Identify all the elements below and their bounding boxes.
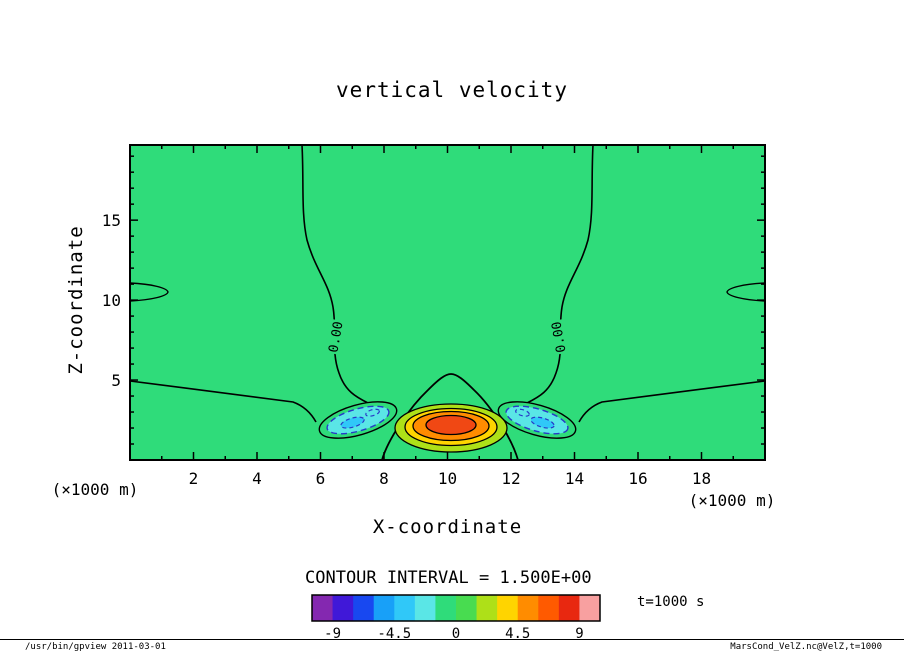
x-axis-title: X-coordinate	[372, 516, 523, 538]
colorbar-frame	[311, 594, 601, 622]
footer-divider	[0, 639, 904, 640]
colorbar-cell	[476, 595, 498, 621]
z-tick-label: 10	[102, 291, 121, 310]
colorbar-tick-label: -9	[324, 626, 341, 642]
colorbar: -9 -4.5 0 4.5 9	[311, 594, 601, 642]
x-tick-label: 18	[692, 469, 711, 488]
zero-contour-label-right-group: 0.00	[547, 318, 571, 356]
plot-area: 0.00 0.00	[129, 144, 766, 461]
colorbar-cell	[373, 595, 395, 621]
y-axis-title: Z-coordinate	[65, 225, 87, 375]
colorbar-cell	[558, 595, 580, 621]
x-tick-label: 6	[316, 469, 326, 488]
x-tick-label: 4	[252, 469, 262, 488]
footer-source-text: MarsCond_VelZ.nc@VelZ,t=1000	[730, 642, 882, 652]
colorbar-cell	[579, 595, 601, 621]
contour-label-mask	[324, 318, 348, 356]
colorbar-cell	[456, 595, 478, 621]
zero-contour-right-horizontal	[578, 380, 765, 423]
y-axis-unit-label: (×1000 m)	[51, 480, 139, 499]
axis-tick-labels: 2 4 6 8 10 12 14 16 18 5 10 15	[102, 211, 711, 488]
x-tick-label: 10	[438, 469, 457, 488]
colorbar-tick-label: 0	[452, 626, 460, 642]
footer-command-text: /usr/bin/gpview 2011-03-01	[25, 642, 166, 652]
colorbar-cell	[312, 595, 334, 621]
z-tick-label: 15	[102, 211, 121, 230]
edge-contour-right	[726, 282, 765, 302]
time-label: t=1000 s	[637, 594, 705, 610]
contour-interval-label: CONTOUR INTERVAL = 1.500E+00	[305, 568, 592, 588]
x-tick-label: 2	[189, 469, 199, 488]
colorbar-tick-label: -4.5	[377, 626, 411, 642]
updraft-band-red	[425, 414, 477, 436]
downdraft-lobe-left	[318, 401, 398, 439]
edge-contour-left	[130, 282, 169, 302]
downdraft-lobe-right	[497, 401, 577, 439]
colorbar-cell	[497, 595, 519, 621]
zero-contour-right-vertical	[526, 145, 594, 404]
x-tick-label: 16	[628, 469, 647, 488]
z-tick-label: 5	[111, 371, 121, 390]
colorbar-tick-label: 9	[575, 626, 583, 642]
zero-contour-label-left: 0.00	[326, 320, 346, 353]
zero-contour-left-horizontal	[130, 380, 317, 423]
colorbar-cell	[435, 595, 457, 621]
contour-label-mask	[547, 318, 571, 356]
x-tick-label: 14	[565, 469, 584, 488]
chart-title: vertical velocity	[336, 78, 568, 102]
contour-layers: 0.00 0.00	[130, 145, 765, 460]
x-tick-label: 8	[379, 469, 389, 488]
x-axis-unit-label: (×1000 m)	[688, 491, 776, 510]
colorbar-cell	[332, 595, 354, 621]
colorbar-cell	[353, 595, 375, 621]
x-tick-label: 12	[501, 469, 520, 488]
zero-contour-label-left-group: 0.00	[324, 318, 348, 356]
colorbar-cell	[394, 595, 416, 621]
colorbar-tick-label: 4.5	[505, 626, 530, 642]
colorbar-cell	[538, 595, 560, 621]
zero-contour-left-vertical	[301, 145, 369, 404]
plot-frame	[129, 144, 766, 461]
zero-contour-label-right: 0.00	[549, 320, 569, 353]
colorbar-cell	[517, 595, 539, 621]
colorbar-cell	[414, 595, 436, 621]
